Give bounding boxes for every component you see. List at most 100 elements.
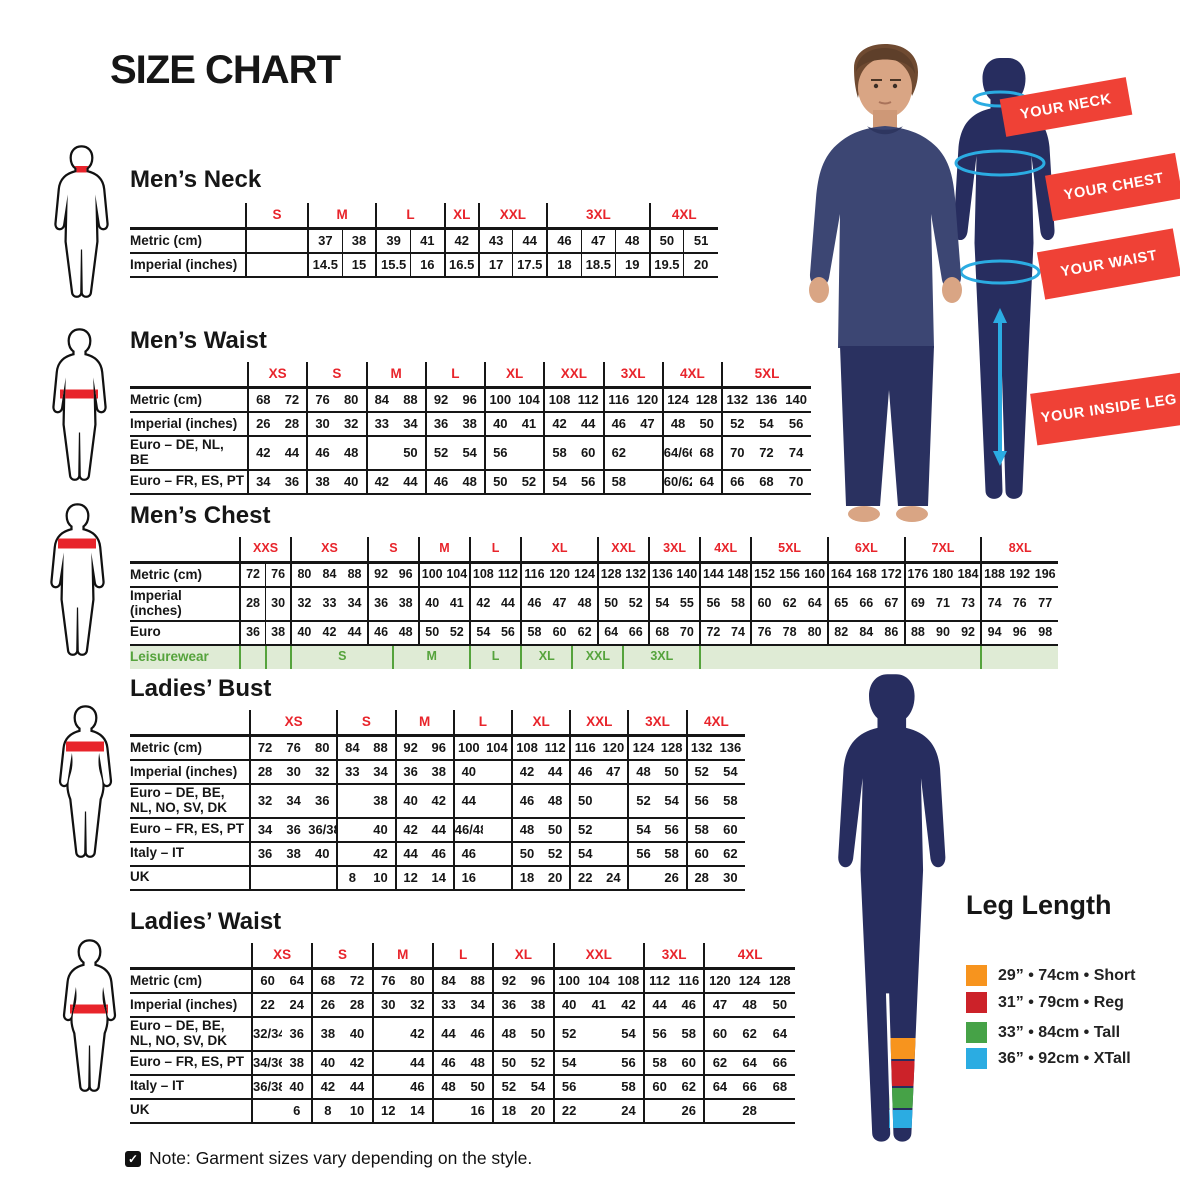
size-cell: 124 xyxy=(572,562,598,588)
row-label: Italy – IT xyxy=(130,1074,252,1100)
size-cell: 148 xyxy=(725,562,752,588)
size-cell: 44 xyxy=(424,817,454,843)
size-cell: 30 xyxy=(306,412,337,437)
size-cell: 58 xyxy=(725,587,752,622)
size-cell: 124 xyxy=(734,968,765,994)
size-cell: 60 xyxy=(546,620,573,646)
size-cell: 48 xyxy=(627,760,658,785)
size-cell: 50 xyxy=(541,817,571,843)
size-cell: 58 xyxy=(674,1017,705,1052)
legend-label: 36” • 92cm • XTall xyxy=(998,1049,1131,1067)
size-group-header: XXS xyxy=(238,537,292,564)
measurement-illustration: YOUR NECK YOUR CHEST YOUR WAIST YOUR INS… xyxy=(790,28,1180,535)
size-cell: 38 xyxy=(424,760,454,785)
size-cell: 72 xyxy=(277,387,308,413)
size-cell xyxy=(633,436,663,471)
size-cell: 74 xyxy=(980,587,1007,622)
size-cell: 32 xyxy=(402,993,433,1018)
size-cell: 108 xyxy=(543,387,574,413)
leisurewear-row: Leisurewear S M L XL XXL 3XL xyxy=(130,644,1058,669)
size-cell: 184 xyxy=(955,562,982,588)
size-cell: 52 xyxy=(514,469,545,495)
size-cell: 88 xyxy=(396,387,426,413)
size-group-header: L xyxy=(452,710,512,737)
size-cell: 44 xyxy=(452,784,483,819)
size-cell: 88 xyxy=(463,968,494,994)
size-cell: 108 xyxy=(510,735,542,761)
size-cell: 96 xyxy=(523,968,554,994)
leisure-cell xyxy=(264,644,292,669)
size-cell: 40 xyxy=(417,587,445,622)
size-cell: 52 xyxy=(424,436,456,471)
size-cell: 40 xyxy=(342,1017,373,1052)
ladies-bust-table: XS S M L XL XXL 3XL 4XL Metric (cm) 72 76 80 84 88 92 9… xyxy=(130,710,745,891)
size-cell: 38 xyxy=(341,228,377,254)
size-cell: 32 xyxy=(290,587,317,622)
size-cell: 42 xyxy=(543,412,574,437)
size-cell: 64 xyxy=(596,620,624,646)
mens-neck-table: S M L XL XXL 3XL 4XL Metric (cm) 37 38 39 41 42 43 44 4… xyxy=(130,203,718,278)
size-cell: 42 xyxy=(316,620,343,646)
legend-item-reg: 31” • 79cm • Reg xyxy=(966,992,1124,1013)
size-cell: 108 xyxy=(613,968,645,994)
size-group-header: 3XL xyxy=(602,362,663,389)
size-cell: 10 xyxy=(342,1098,373,1124)
size-cell: 58 xyxy=(657,841,687,867)
size-cell: 40 xyxy=(552,993,584,1018)
size-cell: 132 xyxy=(685,735,716,761)
size-row: Metric (cm) 60 64 68 72 76 80 84 88 92 96 100 104 108… xyxy=(130,968,795,994)
size-cell: 16.5 xyxy=(443,253,479,278)
size-group-header: 4XL xyxy=(648,203,718,230)
note-text: Note: Garment sizes vary depending on th… xyxy=(149,1148,533,1168)
size-cell: 40 xyxy=(282,1074,313,1100)
size-cell: 58 xyxy=(520,620,547,646)
size-cell: 62 xyxy=(776,587,803,622)
size-cell: 33 xyxy=(365,412,397,437)
size-cell: 34 xyxy=(366,760,396,785)
size-cell: 54 xyxy=(552,1050,584,1076)
inside-leg-arrow-icon xyxy=(993,308,1007,466)
size-cell: 66 xyxy=(764,1050,795,1076)
size-cell: 76 xyxy=(371,968,403,994)
row-label: Euro xyxy=(130,620,240,646)
footnote: ✓ Note: Garment sizes vary depending on … xyxy=(125,1148,532,1169)
size-cell xyxy=(482,784,512,819)
size-cell: 132 xyxy=(721,387,752,413)
size-cell: 120 xyxy=(599,735,629,761)
size-group-header: 3XL xyxy=(643,943,705,970)
size-cell xyxy=(764,1098,795,1124)
size-cell: 104 xyxy=(514,387,545,413)
row-label: Imperial (inches) xyxy=(130,587,240,622)
size-cell: 50 xyxy=(569,784,600,819)
size-cell: 56 xyxy=(484,436,515,471)
size-cell: 82 xyxy=(826,620,854,646)
row-label: Metric (cm) xyxy=(130,228,246,254)
size-cell: 38 xyxy=(523,993,554,1018)
size-cell xyxy=(583,1050,614,1076)
size-cell: 160 xyxy=(802,562,828,588)
size-cell: 72 xyxy=(751,436,782,471)
size-group-header: M xyxy=(371,943,433,970)
size-cell: 50 xyxy=(396,436,426,471)
size-cell: 12 xyxy=(371,1098,403,1124)
size-cell: 76 xyxy=(750,620,777,646)
size-group-header: XS xyxy=(248,710,338,737)
size-cell: 88 xyxy=(342,562,368,588)
size-cell: 18 xyxy=(510,865,542,891)
size-cell: 128 xyxy=(692,387,722,413)
size-cell: 72 xyxy=(342,968,373,994)
size-cell: 188 xyxy=(980,562,1007,588)
size-cell: 34 xyxy=(463,993,494,1018)
size-group-header: XL xyxy=(483,362,545,389)
header-spacer xyxy=(130,362,248,389)
size-cell: 64 xyxy=(764,1017,795,1052)
size-cell: 15.5 xyxy=(375,253,411,278)
size-cell: 54 xyxy=(569,841,600,867)
size-cell: 44 xyxy=(277,436,308,471)
size-cell: 62 xyxy=(602,436,634,471)
header-spacer xyxy=(130,710,250,737)
size-row: Metric (cm) 72 76 80 84 88 92 96 100 104 108 112 116… xyxy=(130,562,1058,588)
size-cell xyxy=(514,436,545,471)
size-cell: 70 xyxy=(674,620,701,646)
size-cell: 16 xyxy=(409,253,445,278)
